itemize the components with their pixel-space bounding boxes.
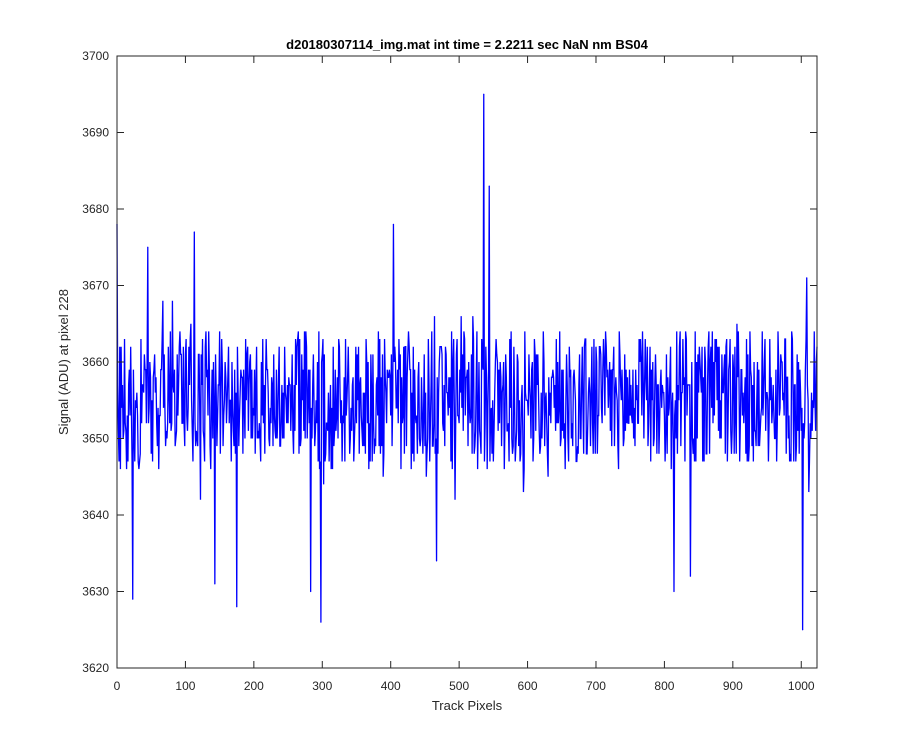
signal-peak-point (193, 231, 195, 233)
signal-peak-point (802, 629, 804, 631)
x-tick-label: 100 (175, 679, 195, 693)
x-tick-label: 700 (586, 679, 606, 693)
signal-peak-point (147, 246, 149, 248)
y-tick-label: 3660 (82, 355, 109, 369)
x-tick-label: 200 (244, 679, 264, 693)
x-axis: 0 100 200 300 400 500 600 700 800 900 1000 (114, 56, 815, 693)
signal-peak-point (435, 560, 438, 562)
signal-peak-point (488, 185, 490, 187)
x-tick-label: 1000 (788, 679, 815, 693)
y-tick-label: 3650 (82, 432, 109, 446)
signal-peak-point (806, 277, 808, 279)
series-layer (116, 93, 818, 631)
x-tick-label: 900 (723, 679, 743, 693)
y-tick-label: 3640 (82, 508, 109, 522)
signal-peak-point (320, 621, 322, 623)
signal-series-line (116, 94, 818, 630)
y-tick-label: 3700 (82, 49, 109, 63)
x-axis-label: Track Pixels (432, 698, 503, 713)
signal-peak-point (310, 590, 312, 593)
x-tick-label: 500 (449, 679, 469, 693)
signal-peak-point (673, 590, 675, 593)
y-tick-label: 3630 (82, 585, 109, 599)
y-tick-label: 3690 (82, 126, 109, 140)
signal-peak-point (483, 93, 485, 95)
y-axis: 3620 3630 3640 3650 3660 3670 3680 3690 3700 (82, 49, 817, 675)
signal-peak-point (689, 575, 692, 577)
y-tick-label: 3620 (82, 661, 109, 675)
y-tick-label: 3680 (82, 202, 109, 216)
x-tick-label: 800 (654, 679, 674, 693)
x-tick-label: 600 (518, 679, 538, 693)
y-axis-label: Signal (ADU) at pixel 228 (56, 289, 71, 435)
x-tick-label: 300 (312, 679, 332, 693)
signal-peak-point (214, 583, 216, 585)
x-tick-label: 0 (114, 679, 121, 693)
signal-peak-point (236, 606, 238, 608)
signal-peak-point (132, 598, 134, 600)
x-tick-label: 400 (381, 679, 401, 693)
chart-title: d20180307114_img.mat int time = 2.2211 s… (286, 37, 648, 52)
y-tick-label: 3670 (82, 279, 109, 293)
signal-peak-point (392, 223, 395, 225)
